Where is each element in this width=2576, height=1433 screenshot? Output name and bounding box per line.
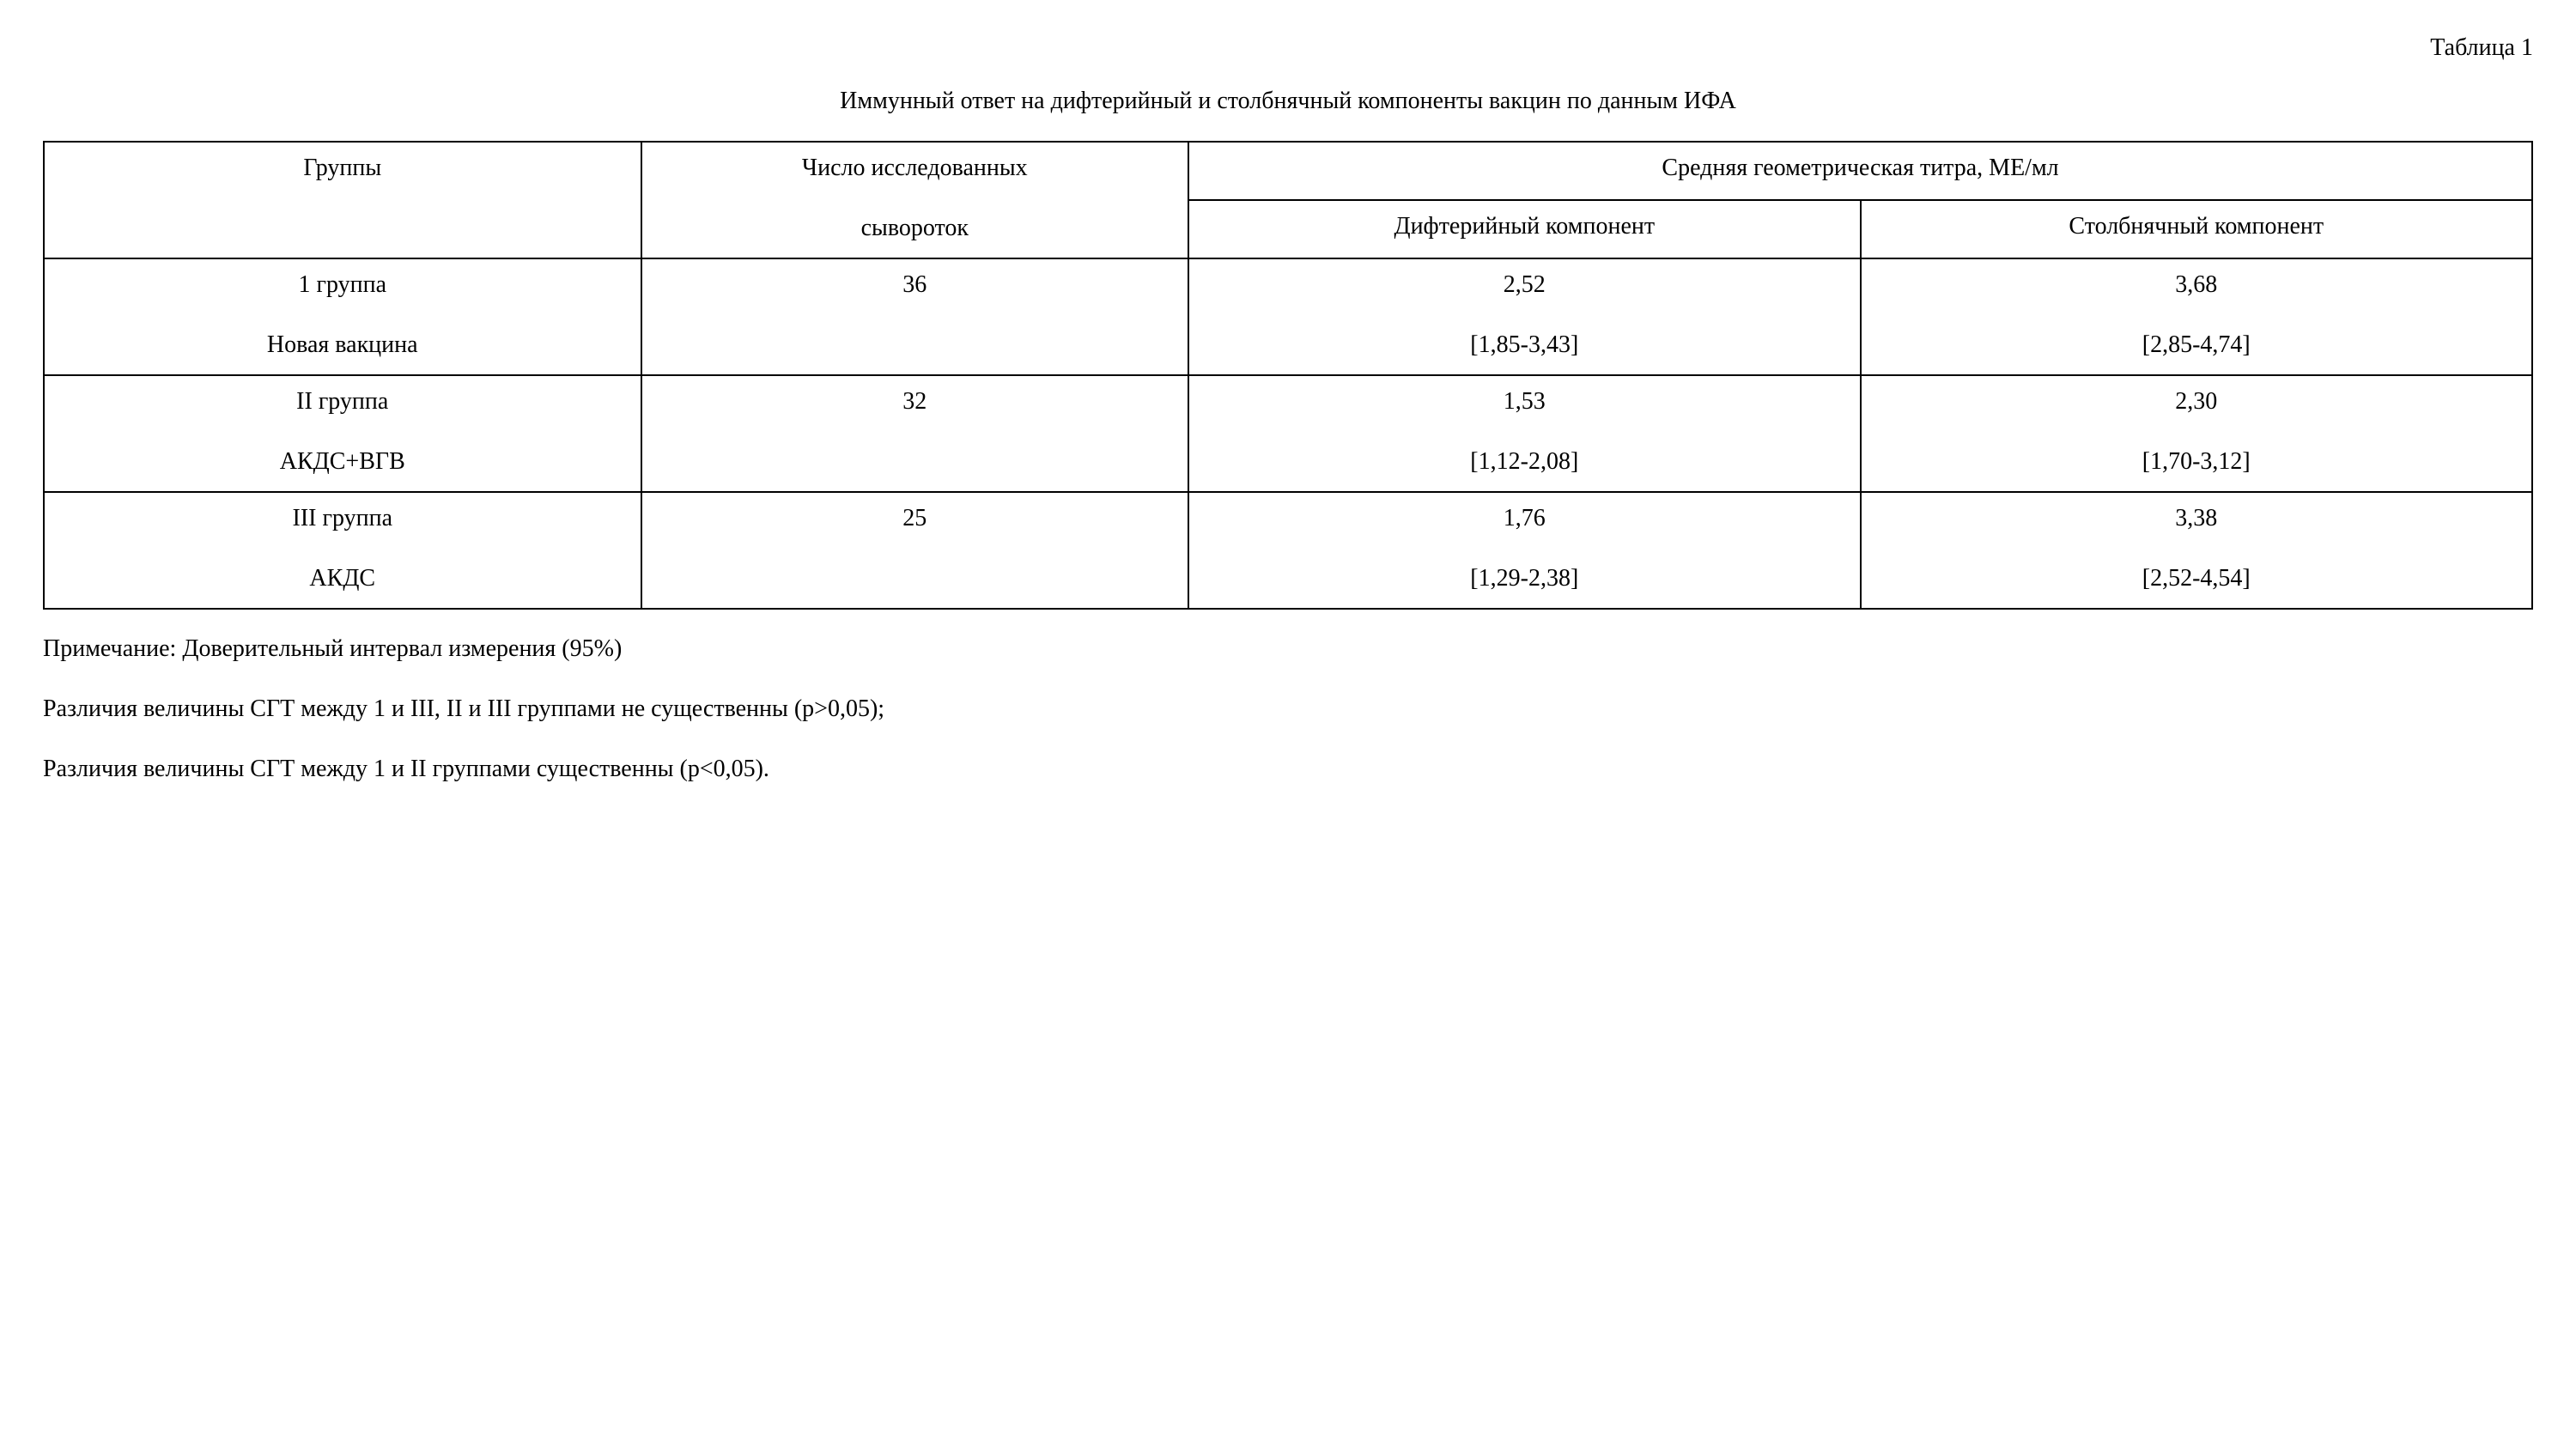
col-header-sera-line2: сывороток: [651, 215, 1180, 242]
cell-tet-ci: [1,70-3,12]: [1870, 448, 2523, 476]
cell-diph-ci: [1,85-3,43]: [1198, 331, 1850, 359]
table-number-label: Таблица 1: [43, 34, 2533, 62]
cell-tet-value: 3,68: [1870, 271, 2523, 299]
cell-sera-count: 36: [641, 258, 1189, 375]
table-header: Группы Число исследованных сывороток Сре…: [44, 142, 2532, 258]
cell-diph-value: 1,76: [1198, 505, 1850, 532]
footnote-significant: Различия величины СГТ между 1 и II групп…: [43, 756, 2533, 783]
col-header-group-text: Группы: [53, 155, 632, 182]
cell-sera-count: 25: [641, 492, 1189, 609]
footnotes: Примечание: Доверительный интервал измер…: [43, 635, 2533, 783]
table-row: 1 группа Новая вакцина 36 2,52 [1,85-3,4…: [44, 258, 2532, 375]
footnote-nonsignificant: Различия величины СГТ между 1 и III, II …: [43, 695, 2533, 723]
cell-tet-value: 3,38: [1870, 505, 2523, 532]
col-header-sera: Число исследованных сывороток: [641, 142, 1189, 258]
cell-diphtheria: 1,53 [1,12-2,08]: [1188, 375, 1860, 492]
cell-tetanus: 3,68 [2,85-4,74]: [1861, 258, 2532, 375]
col-header-sera-line1: Число исследованных: [651, 155, 1180, 182]
cell-tet-ci: [2,85-4,74]: [1870, 331, 2523, 359]
cell-group: 1 группа Новая вакцина: [44, 258, 641, 375]
cell-group-name: 1 группа: [53, 271, 632, 299]
cell-group-desc: АКДС+ВГВ: [53, 448, 632, 476]
cell-tet-ci: [2,52-4,54]: [1870, 565, 2523, 592]
cell-diph-value: 1,53: [1198, 388, 1850, 416]
cell-tetanus: 2,30 [1,70-3,12]: [1861, 375, 2532, 492]
cell-group-desc: АКДС: [53, 565, 632, 592]
table-row: II группа АКДС+ВГВ 32 1,53 [1,12-2,08] 2…: [44, 375, 2532, 492]
header-row-1: Группы Число исследованных сывороток Сре…: [44, 142, 2532, 200]
table-caption: Иммунный ответ на дифтерийный и столбняч…: [43, 88, 2533, 115]
cell-diph-ci: [1,29-2,38]: [1198, 565, 1850, 592]
cell-diph-value: 2,52: [1198, 271, 1850, 299]
cell-diphtheria: 1,76 [1,29-2,38]: [1188, 492, 1860, 609]
immune-response-table: Группы Число исследованных сывороток Сре…: [43, 141, 2533, 610]
cell-group: II группа АКДС+ВГВ: [44, 375, 641, 492]
cell-diphtheria: 2,52 [1,85-3,43]: [1188, 258, 1860, 375]
col-header-diphtheria: Дифтерийный компонент: [1188, 200, 1860, 258]
cell-group: III группа АКДС: [44, 492, 641, 609]
page: Таблица 1 Иммунный ответ на дифтерийный …: [43, 34, 2533, 783]
cell-diph-ci: [1,12-2,08]: [1198, 448, 1850, 476]
cell-group-name: III группа: [53, 505, 632, 532]
table-body: 1 группа Новая вакцина 36 2,52 [1,85-3,4…: [44, 258, 2532, 609]
cell-group-name: II группа: [53, 388, 632, 416]
col-header-titr-span: Средняя геометрическая титра, МЕ/мл: [1188, 142, 2532, 200]
footnote-ci: Примечание: Доверительный интервал измер…: [43, 635, 2533, 663]
col-header-tetanus: Столбнячный компонент: [1861, 200, 2532, 258]
col-header-group: Группы: [44, 142, 641, 258]
table-row: III группа АКДС 25 1,76 [1,29-2,38] 3,38…: [44, 492, 2532, 609]
cell-sera-count: 32: [641, 375, 1189, 492]
cell-tetanus: 3,38 [2,52-4,54]: [1861, 492, 2532, 609]
cell-tet-value: 2,30: [1870, 388, 2523, 416]
cell-group-desc: Новая вакцина: [53, 331, 632, 359]
